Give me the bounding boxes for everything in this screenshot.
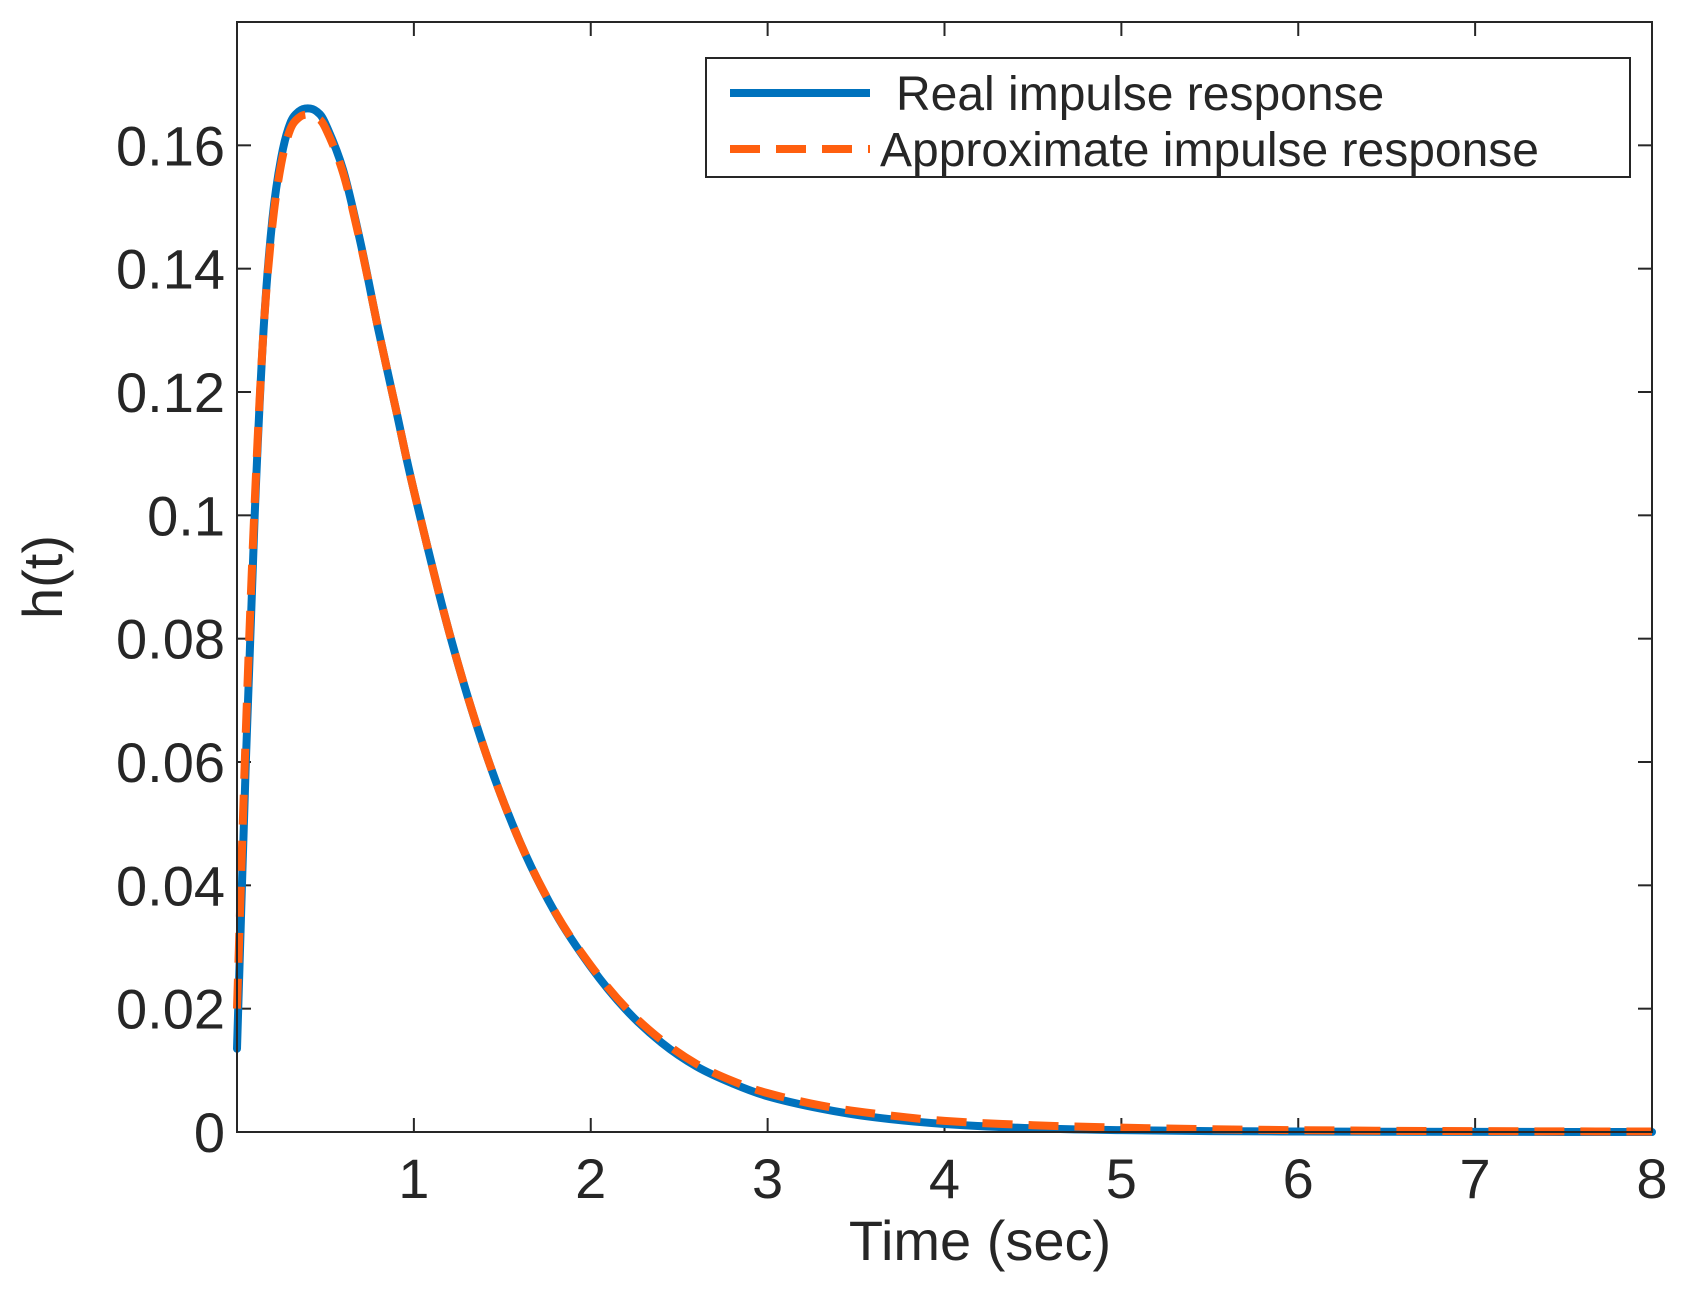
series-layer: [233, 104, 1656, 1136]
x-tick-label: 2: [575, 1147, 606, 1210]
y-tick-label: 0.1: [147, 484, 225, 547]
y-tick-label: 0.02: [116, 978, 225, 1041]
y-axis-label: h(t): [11, 535, 74, 619]
x-tick-label: 4: [929, 1147, 960, 1210]
axes-box: [236, 21, 1653, 1133]
x-tick-label: 1: [398, 1147, 429, 1210]
y-tick-label: 0.06: [116, 731, 225, 794]
y-tick-label: 0: [194, 1101, 225, 1164]
x-tick-label: 7: [1460, 1147, 1491, 1210]
x-axis-label: Time (sec): [849, 1209, 1111, 1272]
y-tick-label: 0.12: [116, 361, 225, 424]
y-tick-label: 0.04: [116, 854, 225, 917]
legend-label-real: Real impulse response: [896, 68, 1384, 121]
legend-box: [705, 57, 1631, 178]
y-tick-label: 0.16: [116, 114, 225, 177]
x-tick-label: 5: [1106, 1147, 1137, 1210]
y-tick-label: 0.08: [116, 608, 225, 671]
x-tick-label: 6: [1283, 1147, 1314, 1210]
x-tick-label: 8: [1636, 1147, 1667, 1210]
legend: Real impulse response Approximate impuls…: [705, 57, 1631, 178]
plot-area: [237, 22, 1652, 1132]
x-tick-label: 3: [752, 1147, 783, 1210]
legend-label-approx: Approximate impulse response: [880, 124, 1539, 177]
x-axis-ticks: 1 2 3 4 5 6 7 8: [398, 22, 1668, 1210]
y-tick-label: 0.14: [116, 238, 225, 301]
series-line-approximate-impulse-response: [233, 110, 1653, 1136]
y-axis-ticks: 0 0.02 0.04 0.06 0.08 0.1 0.12 0.14 0.16: [116, 114, 1652, 1164]
